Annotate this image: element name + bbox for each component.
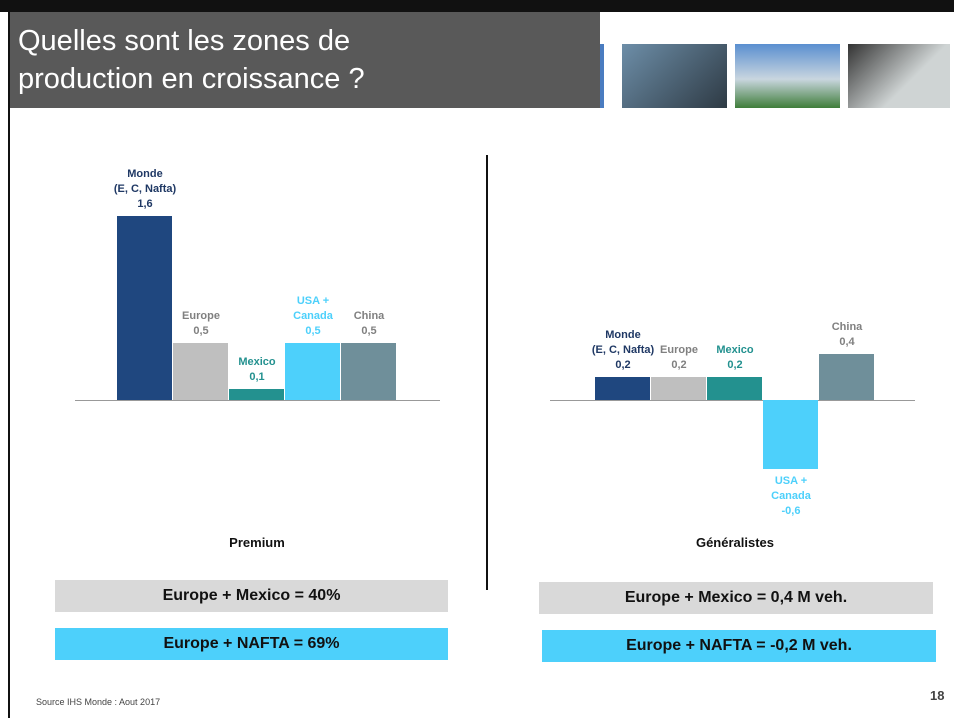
bar — [819, 354, 874, 400]
value-label: 0,2 — [671, 359, 687, 371]
bar — [229, 388, 284, 400]
bar — [595, 377, 650, 400]
category-label: Mexico — [716, 344, 754, 356]
summary-box: Europe + Mexico = 40% — [55, 580, 448, 612]
value-label: 0,2 — [727, 359, 743, 371]
value-label: 1,6 — [137, 198, 153, 210]
category-label: Europe — [660, 344, 698, 356]
category-label: Monde (E, C, Nafta) — [113, 168, 177, 195]
page-number: 18 — [930, 688, 945, 703]
bar — [651, 377, 706, 400]
category-label: China — [353, 309, 385, 322]
chart-title: Premium — [229, 535, 285, 550]
category-label: China — [831, 321, 863, 333]
photo — [848, 44, 950, 108]
value-label: 0,1 — [249, 370, 265, 383]
summary-box: Europe + Mexico = 0,4 M veh. — [539, 582, 933, 614]
bar — [173, 342, 228, 400]
category-label: USA + Canada — [771, 475, 811, 502]
value-label: 0,5 — [193, 324, 209, 337]
photo — [735, 44, 840, 108]
summary-box: Europe + NAFTA = -0,2 M veh. — [542, 630, 936, 662]
chart-title: Généralistes — [695, 535, 775, 550]
title-box — [10, 12, 600, 108]
source: Source IHS Monde : Aout 2017 — [36, 697, 161, 707]
photo — [622, 44, 727, 108]
value-label: 0,5 — [361, 324, 377, 337]
bar — [341, 342, 396, 400]
bar — [117, 216, 172, 400]
bar — [285, 342, 340, 400]
divider — [486, 155, 488, 590]
bar — [763, 400, 818, 469]
value-label: 0,2 — [615, 359, 631, 371]
axis-line — [75, 400, 440, 401]
top-bar — [0, 0, 954, 12]
bar — [707, 377, 762, 400]
category-label: Europe — [182, 309, 220, 322]
category-label: Monde (E, C, Nafta) — [591, 329, 655, 356]
title-accent — [600, 44, 604, 108]
summary-box: Europe + NAFTA = 69% — [55, 628, 448, 660]
value-label: 0,5 — [305, 324, 321, 337]
category-label: USA + Canada — [293, 294, 333, 322]
left-rule — [8, 12, 10, 718]
category-label: Mexico — [238, 355, 276, 368]
value-label: 0,4 — [839, 336, 855, 348]
axis-line — [550, 400, 915, 401]
slide-title: Quelles sont les zones de production en … — [18, 25, 365, 95]
value-label: -0,6 — [781, 505, 801, 517]
